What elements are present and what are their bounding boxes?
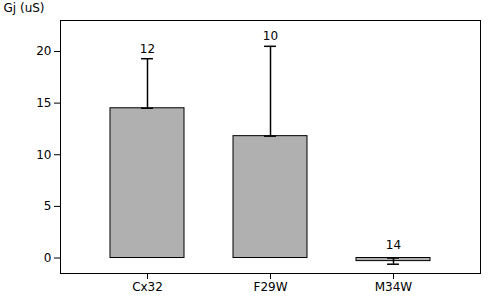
svg-text:14: 14 xyxy=(386,238,401,252)
svg-text:5: 5 xyxy=(44,199,52,213)
svg-text:15: 15 xyxy=(36,96,51,110)
svg-text:10: 10 xyxy=(263,29,278,43)
svg-text:0: 0 xyxy=(44,251,52,265)
svg-text:10: 10 xyxy=(36,148,51,162)
svg-text:M34W: M34W xyxy=(375,280,413,294)
svg-text:Cx32: Cx32 xyxy=(132,280,163,294)
svg-text:F29W: F29W xyxy=(253,280,287,294)
svg-text:Gj (uS): Gj (uS) xyxy=(4,1,45,15)
svg-text:12: 12 xyxy=(140,42,155,56)
svg-text:20: 20 xyxy=(36,44,51,58)
